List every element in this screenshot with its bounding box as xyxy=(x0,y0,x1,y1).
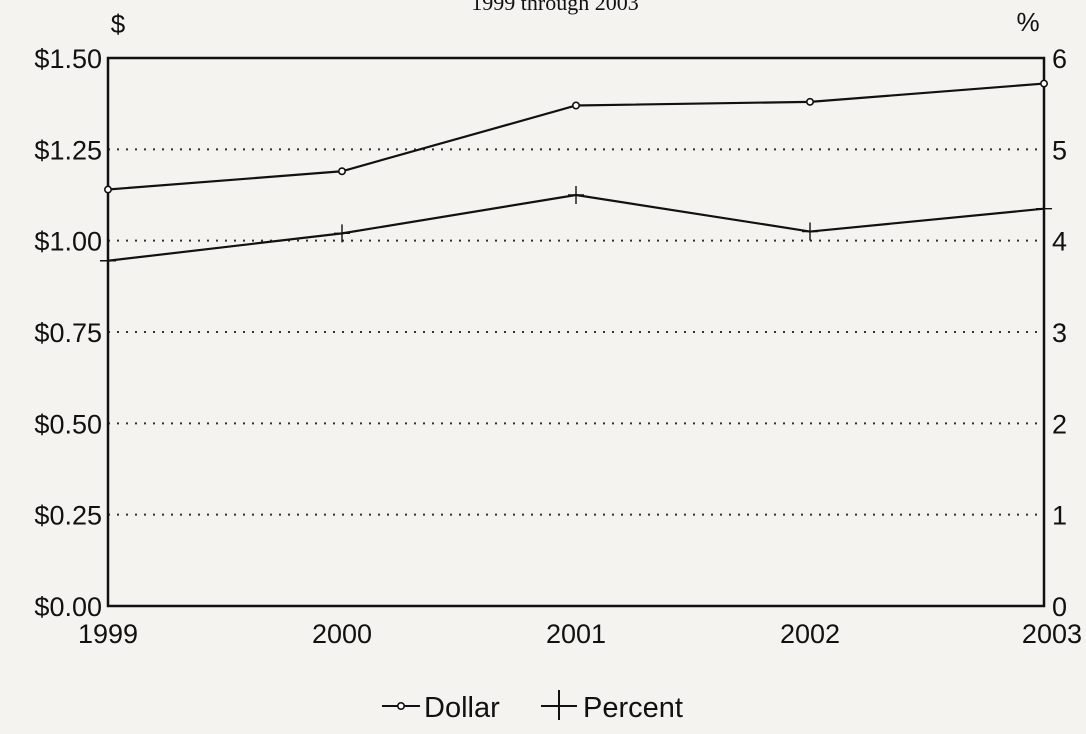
right-axis-tick-label: 2 xyxy=(1052,409,1067,439)
data-point-percent xyxy=(334,224,350,243)
left-axis-tick-label: $0.75 xyxy=(34,318,102,348)
right-axis-tick-label: 0 xyxy=(1052,592,1067,622)
data-point-dollar xyxy=(104,185,113,194)
right-axis-tick-label: 3 xyxy=(1052,318,1067,348)
left-axis-tick-label: $0.00 xyxy=(34,592,102,622)
series-line-dollar xyxy=(107,82,1045,191)
legend-label-dollar: Dollar xyxy=(424,692,500,724)
axes: $0.00 $0.25 $0.50 $0.75 $1.00 $1.25 $1.50 0 1 2 3 4… xyxy=(34,44,1082,649)
series xyxy=(100,79,1052,270)
data-point-dollar xyxy=(337,167,346,176)
data-point-percent xyxy=(100,251,116,270)
right-axis-tick-label: 4 xyxy=(1052,227,1067,257)
left-axis-tick-label: $1.50 xyxy=(34,44,102,74)
data-point-percent xyxy=(1036,199,1052,218)
legend-marker-percent xyxy=(541,690,577,720)
series-dollar xyxy=(104,79,1049,194)
gridlines xyxy=(108,148,1044,516)
left-axis-tick-label: $1.25 xyxy=(34,135,102,165)
x-axis-tick-label: 1999 xyxy=(78,619,138,649)
series-percent xyxy=(100,186,1052,270)
left-axis-tick-label: $0.50 xyxy=(34,409,102,439)
series-line-percent xyxy=(107,193,1045,262)
left-axis-tick-label: $0.25 xyxy=(34,501,102,531)
left-axis-tick-label: $1.00 xyxy=(34,227,102,257)
right-axis-tick-label: 5 xyxy=(1052,135,1067,165)
legend-item-dollar: Dollar xyxy=(382,692,500,724)
legend-item-percent: Percent xyxy=(541,690,683,724)
legend: Dollar Percent xyxy=(382,690,683,724)
right-axis-tick-label: 6 xyxy=(1052,44,1067,74)
x-axis-tick-label: 2002 xyxy=(780,619,840,649)
right-axis-unit: % xyxy=(1016,7,1039,37)
x-axis-tick-label: 2001 xyxy=(546,619,606,649)
legend-marker-dollar xyxy=(396,701,405,710)
x-axis-tick-label: 2000 xyxy=(312,619,372,649)
data-point-percent xyxy=(802,222,818,241)
data-point-percent xyxy=(568,186,584,204)
plot-frame xyxy=(106,56,1046,608)
legend-label-percent: Percent xyxy=(583,692,683,724)
data-point-dollar xyxy=(805,97,814,106)
data-point-dollar xyxy=(571,101,580,110)
data-point-dollar xyxy=(1040,79,1049,88)
left-axis-unit: $ xyxy=(111,9,126,39)
chart-subtitle: 1999 through 2003 xyxy=(471,0,638,15)
right-axis-tick-label: 1 xyxy=(1052,501,1067,531)
x-axis-tick-label: 2003 xyxy=(1022,619,1082,649)
